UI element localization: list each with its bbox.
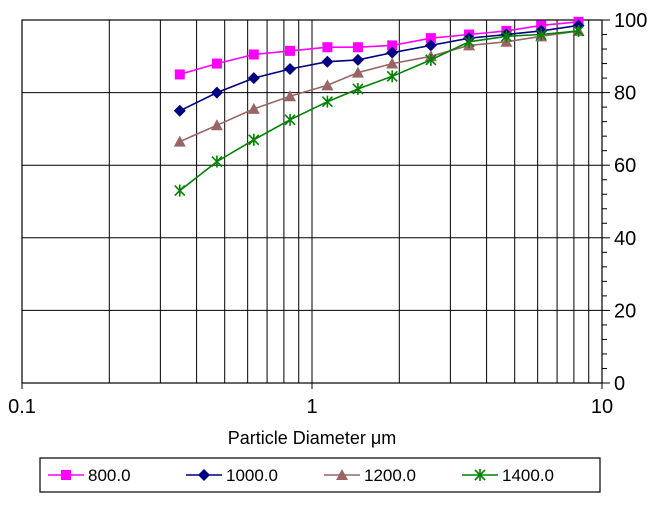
data-point	[321, 95, 333, 108]
series-line	[179, 24, 579, 112]
data-point	[386, 57, 399, 69]
data-point	[210, 86, 223, 99]
legend-marker	[198, 469, 210, 481]
legend-marker	[474, 469, 486, 481]
data-point	[285, 45, 296, 56]
y-tick-label: 60	[614, 155, 636, 177]
grid-lines	[22, 20, 602, 383]
legend-label: 1200.0	[364, 466, 416, 485]
data-point	[321, 55, 334, 68]
data-point	[284, 90, 297, 102]
series-group	[173, 16, 585, 197]
data-point	[322, 42, 333, 53]
series-line	[179, 30, 579, 192]
y-tick-label: 0	[614, 373, 625, 395]
x-tick-label: 10	[591, 396, 613, 418]
data-point	[321, 79, 334, 91]
legend-label: 800.0	[88, 466, 131, 485]
data-point	[424, 39, 437, 52]
y-tick-label: 80	[614, 83, 636, 105]
data-point	[247, 72, 260, 85]
data-point	[386, 70, 398, 83]
data-point	[173, 104, 186, 117]
axes: 0 20 40 60 80 100 0.1 1 10	[8, 10, 647, 418]
legend-marker	[336, 469, 348, 480]
data-point	[535, 28, 547, 41]
data-point	[352, 82, 364, 95]
x-tick-label: 1	[306, 396, 317, 418]
series-1400.0	[174, 24, 585, 197]
data-point	[211, 155, 223, 168]
data-point	[572, 24, 585, 37]
data-point	[386, 46, 399, 59]
y-tick-label: 40	[614, 228, 636, 250]
data-point	[352, 42, 363, 53]
data-point	[248, 49, 259, 60]
legend-box	[39, 457, 601, 493]
data-point	[211, 58, 222, 69]
legend-label: 1400.0	[502, 466, 554, 485]
y-tick-label: 100	[614, 10, 647, 32]
data-point	[248, 133, 260, 146]
x-axis-title: Particle Diameter μm	[228, 428, 396, 448]
legend-entry: 1000.0	[186, 466, 278, 485]
data-point	[351, 66, 364, 78]
data-point	[173, 135, 186, 147]
data-point	[425, 53, 437, 66]
legend-marker	[61, 470, 71, 480]
legend-label: 1000.0	[226, 466, 278, 485]
data-point	[174, 184, 186, 197]
data-point	[284, 63, 297, 76]
x-tick-label: 0.1	[8, 396, 36, 418]
data-point	[247, 102, 260, 114]
data-point	[500, 30, 512, 43]
y-tick-label: 20	[614, 300, 636, 322]
data-point	[284, 113, 296, 126]
data-point	[425, 33, 436, 44]
data-point	[463, 35, 475, 48]
data-point	[351, 53, 364, 66]
legend-entry: 1200.0	[324, 466, 416, 485]
legend-entry: 800.0	[48, 466, 131, 485]
data-point	[174, 69, 185, 80]
data-point	[210, 119, 223, 131]
data-point	[387, 40, 398, 51]
legend: 800.0 1000.0 1200.0 1400.0	[39, 457, 601, 493]
series-line	[179, 30, 579, 143]
legend-entry: 1400.0	[462, 466, 554, 485]
series-line	[179, 21, 579, 76]
